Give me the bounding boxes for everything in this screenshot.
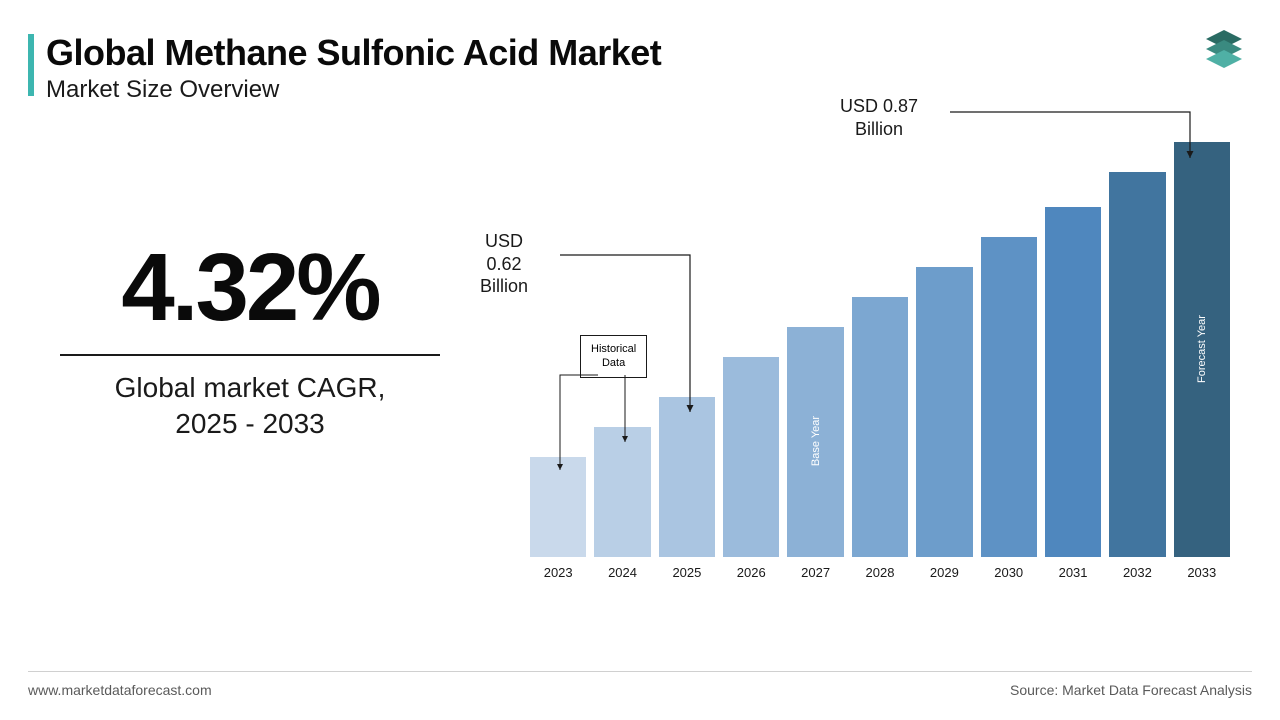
bar-wrap: 2028	[852, 297, 908, 580]
bar: Forecast Year	[1174, 142, 1230, 557]
historical-data-box: HistoricalData	[580, 335, 647, 378]
bar	[1109, 172, 1165, 557]
bar	[659, 397, 715, 557]
bar	[852, 297, 908, 557]
year-label: 2027	[801, 565, 830, 580]
year-label: 2030	[994, 565, 1023, 580]
bar-wrap: 2032	[1109, 172, 1165, 580]
cagr-label-line2: 2025 - 2033	[175, 408, 324, 439]
brand-logo	[1196, 20, 1252, 81]
year-label: 2026	[737, 565, 766, 580]
bar-inside-label: Forecast Year	[1196, 315, 1208, 383]
bar	[594, 427, 650, 557]
page-subtitle: Market Size Overview	[46, 76, 661, 104]
year-label: 2025	[672, 565, 701, 580]
footer-divider	[28, 671, 1252, 672]
year-label: 2032	[1123, 565, 1152, 580]
cagr-divider	[60, 354, 440, 356]
logo-layer-bot-icon	[1206, 50, 1242, 68]
footer-source: Source: Market Data Forecast Analysis	[1010, 682, 1252, 698]
bar-wrap: 2023	[530, 457, 586, 580]
accent-bar	[28, 34, 34, 96]
page-title: Global Methane Sulfonic Acid Market	[46, 32, 661, 74]
bar-wrap: 2030	[981, 237, 1037, 580]
year-label: 2033	[1187, 565, 1216, 580]
bar	[916, 267, 972, 557]
bar	[1045, 207, 1101, 557]
year-label: 2024	[608, 565, 637, 580]
callout-2033-text: USD 0.87Billion	[840, 96, 918, 139]
bar-wrap: 2024	[594, 427, 650, 580]
year-label: 2029	[930, 565, 959, 580]
cagr-label: Global market CAGR, 2025 - 2033	[40, 370, 460, 443]
cagr-block: 4.32% Global market CAGR, 2025 - 2033	[40, 240, 460, 443]
bar-wrap: 2025	[659, 397, 715, 580]
year-label: 2028	[866, 565, 895, 580]
historical-data-text: HistoricalData	[591, 343, 636, 369]
bar-wrap: 2026	[723, 357, 779, 580]
footer-url: www.marketdataforecast.com	[28, 682, 212, 698]
cagr-value: 4.32%	[40, 240, 460, 336]
bar-wrap: 2029	[916, 267, 972, 580]
bar	[723, 357, 779, 557]
bar-wrap: Base Year 2027	[787, 327, 843, 580]
bar	[981, 237, 1037, 557]
bar	[530, 457, 586, 557]
callout-2033-value: USD 0.87Billion	[840, 95, 918, 140]
callout-2025-value: USD0.62Billion	[480, 230, 528, 298]
bar-wrap: 2031	[1045, 207, 1101, 580]
bar-inside-label: Base Year	[810, 416, 822, 466]
year-label: 2031	[1059, 565, 1088, 580]
callout-2025-text: USD0.62Billion	[480, 231, 528, 296]
bar-wrap: Forecast Year 2033	[1174, 142, 1230, 580]
bar-chart: 2023 2024 2025 2026 Base Year 2027 2028 2029 203…	[530, 140, 1230, 620]
cagr-label-line1: Global market CAGR,	[115, 372, 386, 403]
bar: Base Year	[787, 327, 843, 557]
year-label: 2023	[544, 565, 573, 580]
header-block: Global Methane Sulfonic Acid Market Mark…	[28, 32, 661, 104]
